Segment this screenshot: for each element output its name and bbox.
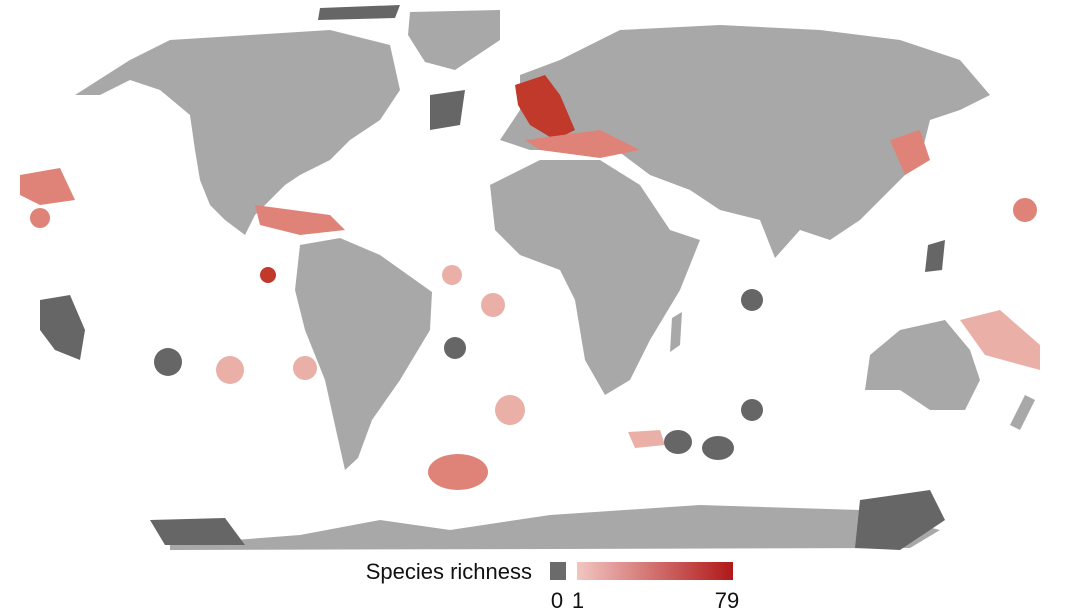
- antarctica: [170, 505, 940, 550]
- eurasia: [500, 25, 990, 258]
- hawaii: [20, 168, 75, 205]
- kerguelen: [628, 430, 665, 448]
- region: [428, 454, 488, 490]
- region: [664, 430, 692, 454]
- south-america: [295, 238, 432, 470]
- land-masses: [75, 10, 1035, 550]
- east-asia-coast: [890, 130, 930, 175]
- region: [444, 337, 466, 359]
- australia: [865, 320, 980, 410]
- region: [702, 436, 734, 460]
- new-zealand: [1010, 395, 1035, 430]
- coral-sea: [960, 310, 1040, 370]
- richness-areas: [20, 5, 1040, 550]
- region: [442, 265, 462, 285]
- pacific-areas: [40, 295, 85, 360]
- region: [30, 208, 50, 228]
- north-america: [75, 30, 400, 235]
- mediterranean: [525, 130, 640, 158]
- africa: [490, 160, 700, 395]
- legend-tick: 79: [715, 588, 739, 613]
- region: [1013, 198, 1037, 222]
- arctic-area: [430, 90, 465, 130]
- indian-ocean-area: [925, 240, 945, 272]
- caribbean: [255, 205, 345, 235]
- arctic-strip: [318, 5, 400, 20]
- antarctic-area: [150, 518, 245, 545]
- legend-tick: 0: [551, 588, 563, 613]
- legend-gradient: [577, 562, 733, 580]
- antarctic-area: [855, 490, 945, 550]
- region: [216, 356, 244, 384]
- galapagos: [260, 267, 276, 283]
- region: [154, 348, 182, 376]
- madagascar: [670, 312, 682, 352]
- legend: Species richness 0 1 79: [366, 559, 740, 613]
- legend-no-data: [550, 562, 566, 580]
- region: [481, 293, 505, 317]
- region: [741, 399, 763, 421]
- region: [495, 395, 525, 425]
- region: [293, 356, 317, 380]
- legend-title: Species richness: [366, 559, 532, 584]
- region: [741, 289, 763, 311]
- legend-tick: 1: [572, 588, 584, 613]
- europe-hotspot: [515, 75, 575, 140]
- greenland: [408, 10, 500, 70]
